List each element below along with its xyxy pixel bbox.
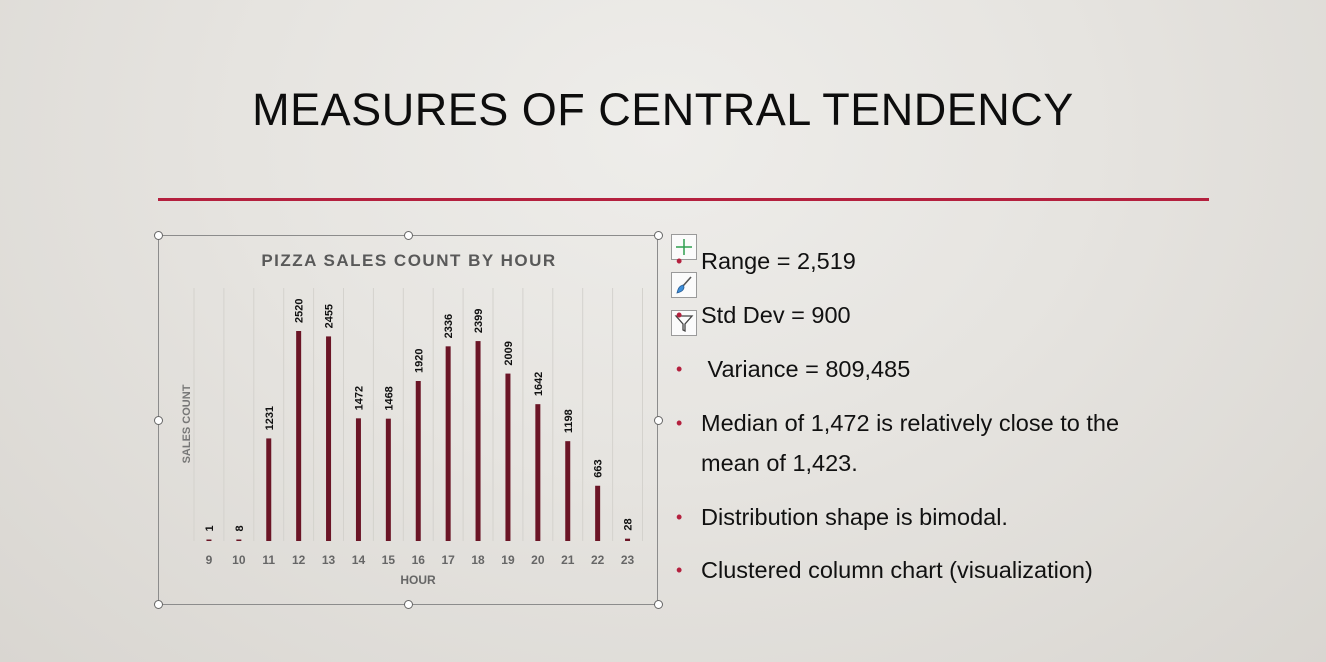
resize-handle-top-right[interactable] (654, 231, 663, 240)
bullet-text-continued: mean of 1,423. (701, 450, 858, 476)
x-tick-label: 12 (292, 553, 306, 567)
x-tick-label: 15 (382, 553, 396, 567)
x-tick-label: 9 (206, 553, 213, 567)
data-label: 1472 (353, 386, 365, 410)
bar[interactable] (206, 539, 212, 542)
bullet-text: Clustered column chart (visualization) (701, 557, 1093, 583)
data-label: 2009 (503, 341, 515, 365)
resize-handle-bottom-left[interactable] (154, 600, 163, 609)
chart-filters-button[interactable] (671, 310, 697, 336)
resize-handle-top-left[interactable] (154, 231, 163, 240)
bullet-marker: • (676, 251, 683, 271)
bar[interactable] (355, 418, 361, 541)
data-label: 2455 (324, 304, 336, 328)
bar[interactable] (595, 485, 601, 541)
bullet-marker: • (676, 413, 683, 433)
x-tick-label: 10 (232, 553, 246, 567)
x-tick-label: 22 (591, 553, 605, 567)
x-tick-label: 17 (441, 553, 455, 567)
bar[interactable] (296, 331, 302, 541)
slide-title: MEASURES OF CENTRAL TENDENCY (252, 84, 1074, 135)
bar[interactable] (236, 539, 242, 542)
x-tick-label: 21 (561, 553, 575, 567)
data-label: 1920 (413, 349, 425, 373)
data-label: 1231 (264, 406, 276, 430)
chart-filters-funnel-icon (674, 315, 694, 333)
bar[interactable] (385, 418, 391, 541)
data-label: 2520 (294, 299, 306, 323)
x-tick-label: 19 (501, 553, 515, 567)
resize-handle-top[interactable] (404, 231, 413, 240)
x-tick-label: 18 (471, 553, 485, 567)
data-label: 28 (623, 518, 635, 530)
x-tick-label: 11 (262, 553, 275, 567)
data-label: 1198 (563, 409, 575, 433)
resize-handle-left[interactable] (154, 416, 163, 425)
bar[interactable] (475, 341, 481, 541)
x-tick-label: 16 (412, 553, 426, 567)
resize-handle-bottom-right[interactable] (654, 600, 663, 609)
bullet-text: Distribution shape is bimodal. (701, 504, 1008, 530)
bar[interactable] (565, 441, 571, 541)
bar[interactable] (535, 404, 541, 541)
data-label: 1642 (533, 372, 545, 396)
bar[interactable] (326, 336, 332, 541)
chart-title: PIZZA SALES COUNT BY HOUR (261, 251, 556, 270)
chart-container[interactable]: PIZZA SALES COUNT BY HOUR HOUR SALES COU… (154, 231, 663, 609)
resize-handle-right[interactable] (654, 416, 663, 425)
x-tick-label: 14 (352, 553, 366, 567)
x-tick-label: 23 (621, 553, 635, 567)
bullet-text: Median of 1,472 is relatively close to t… (701, 410, 1120, 436)
chart-styles-brush-icon (676, 276, 692, 294)
bullet-marker: • (676, 560, 683, 580)
data-label: 2336 (443, 314, 455, 338)
data-label: 8 (234, 525, 246, 531)
data-label: 1 (204, 525, 216, 531)
data-label: 2399 (473, 309, 485, 333)
bullet-text: Std Dev = 900 (701, 302, 851, 328)
data-label: 1468 (383, 386, 395, 410)
x-axis-label: HOUR (400, 573, 436, 587)
y-axis-label: SALES COUNT (181, 384, 193, 463)
bar[interactable] (625, 538, 631, 541)
bullet-text: Range = 2,519 (701, 248, 856, 274)
bullet-marker: • (676, 507, 683, 527)
column-chart: PIZZA SALES COUNT BY HOUR HOUR SALES COU… (181, 251, 643, 587)
x-tick-label: 13 (322, 553, 336, 567)
bar[interactable] (505, 373, 511, 541)
bar[interactable] (445, 346, 451, 541)
data-label: 663 (593, 459, 605, 477)
chart-elements-button[interactable] (671, 234, 697, 260)
bullet-text: Variance = 809,485 (701, 356, 911, 382)
bullet-marker: • (676, 359, 683, 379)
bar[interactable] (266, 438, 272, 541)
title-divider (158, 198, 1209, 201)
chart-elements-plus-icon (676, 239, 692, 255)
resize-handle-bottom[interactable] (404, 600, 413, 609)
bar[interactable] (415, 381, 421, 541)
x-tick-label: 20 (531, 553, 545, 567)
bullet-marker: • (676, 305, 683, 325)
chart-styles-button[interactable] (671, 272, 697, 298)
